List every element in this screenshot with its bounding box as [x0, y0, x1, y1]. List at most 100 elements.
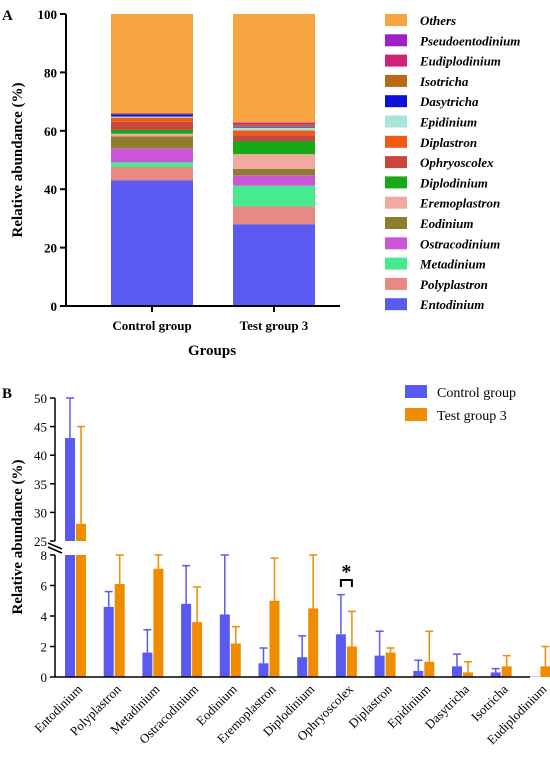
- bar-control-group-diplastron: [374, 655, 385, 677]
- bar-control-group-metadinium: [142, 652, 153, 677]
- bar-test-group-3-diplodinium: [308, 608, 319, 677]
- legend-label-ostracodinium: Ostracodinium: [420, 236, 500, 251]
- legend-swatch-diplastron: [385, 135, 407, 148]
- legend-label-pseudoentodinium: Pseudoentodinium: [420, 33, 520, 48]
- bar-test-group-3-eodinium: [230, 643, 241, 677]
- legend-label-polyplastron: Polyplastron: [420, 277, 488, 292]
- bar-upper-control-group-entodinium: [65, 438, 75, 541]
- legend-swatch-epidinium: [385, 115, 407, 128]
- legend-swatch-eodinium: [385, 217, 407, 229]
- legend-swatch-ophryoscolex: [385, 156, 407, 169]
- legend-swatch-metadinium: [385, 257, 407, 270]
- bar-test-group-3-eremoplastron: [269, 600, 280, 677]
- bar-lower-test-group-3-entodinium: [76, 555, 86, 677]
- bar-test-group-3-eudiplodinium: [540, 666, 550, 677]
- bar-segment-test-group-3-polyplastron: [233, 206, 315, 225]
- panel-a-label: A: [2, 8, 13, 24]
- legend-swatch-polyplastron: [385, 277, 407, 290]
- bar-segment-test-group-3-ostracodinium: [233, 175, 315, 186]
- bar-control-group-eodinium: [219, 614, 230, 677]
- bar-segment-control-group-eremoplastron: [111, 133, 193, 137]
- bar-control-group-ostracodinium: [181, 603, 192, 677]
- legend-swatch-diplodinium: [385, 176, 407, 189]
- legend-swatch-dasytricha: [385, 95, 407, 108]
- legend-label-test-group-3: Test group 3: [437, 409, 507, 424]
- legend-swatch-isotricha: [385, 74, 407, 87]
- bar-control-group-polyplastron: [103, 606, 114, 677]
- bar-segment-test-group-3-eodinium: [233, 168, 315, 176]
- bar-control-group-isotricha: [490, 672, 501, 677]
- y-tick-label-40: 40: [34, 448, 47, 463]
- bar-control-group-epidinium: [413, 670, 424, 677]
- y-tick-label-2: 2: [41, 640, 48, 655]
- panel-b-bars: [65, 397, 550, 677]
- legend-label-others: Others: [420, 13, 456, 28]
- y-tick-label-25: 25: [34, 534, 47, 549]
- y-tick-label-60: 60: [44, 124, 57, 139]
- bar-control-group-eremoplastron: [258, 663, 269, 677]
- bar-segment-control-group-diplodinium: [111, 129, 193, 134]
- legend-label-ophryoscolex: Ophryoscolex: [420, 155, 494, 170]
- bar-test-group-3-isotricha: [501, 666, 512, 677]
- bar-segment-control-group-dasytricha: [111, 114, 193, 117]
- bar-segment-test-group-3-epidinium: [233, 127, 315, 131]
- panel-a-x-axis-label: Groups: [188, 343, 236, 359]
- bar-test-group-3-dasytricha: [463, 672, 473, 677]
- bar-test-group-3-ophryoscolex: [346, 646, 357, 677]
- y-tick-label-6: 6: [41, 579, 48, 594]
- legend-swatch-eudiplodinium: [385, 54, 407, 67]
- bar-segment-control-group-others: [111, 14, 193, 113]
- y-tick-label-100: 100: [38, 7, 58, 22]
- axis-break-mark-lower: [47, 546, 63, 554]
- significance-bracket-ophryoscolex: [339, 579, 353, 587]
- y-tick-label-0: 0: [41, 670, 48, 685]
- bar-segment-test-group-3-metadinium: [233, 185, 315, 207]
- legend-label-control-group: Control group: [437, 386, 516, 401]
- legend-label-dasytricha: Dasytricha: [419, 94, 479, 109]
- bar-segment-control-group-epidinium: [111, 116, 193, 118]
- panel-b-annotations: *: [339, 561, 353, 587]
- panel-a-legend: Others Pseudoentodinium Eudiplodinium Isotr…: [385, 13, 520, 312]
- panel-a: A Control group Test group 3020406080100 …: [2, 7, 520, 359]
- bar-control-group-diplodinium: [297, 657, 308, 677]
- bar-segment-test-group-3-diplastron: [233, 130, 315, 136]
- legend-label-eodinium: Eodinium: [419, 216, 473, 231]
- bar-segment-control-group-entodinium: [111, 180, 193, 306]
- y-tick-label-8: 8: [41, 548, 48, 563]
- y-tick-label-50: 50: [34, 391, 47, 406]
- y-tick-label-45: 45: [34, 420, 47, 435]
- y-tick-label-30: 30: [34, 505, 47, 520]
- bar-segment-test-group-3-diplodinium: [233, 141, 315, 155]
- bar-segment-control-group-metadinium: [111, 162, 193, 168]
- legend-label-epidinium: Epidinium: [419, 115, 477, 130]
- bar-segment-test-group-3-entodinium: [233, 224, 315, 306]
- bar-segment-test-group-3-eudiplodinium: [233, 122, 315, 125]
- bar-segment-test-group-3-ophryoscolex: [233, 135, 315, 142]
- legend-swatch-entodinium: [385, 298, 407, 311]
- bar-test-group-3-diplastron: [385, 652, 396, 677]
- legend-label-entodinium: Entodinium: [419, 297, 484, 312]
- bar-test-group-3-metadinium: [153, 568, 164, 677]
- legend-label-diplodinium: Diplodinium: [419, 175, 488, 190]
- panel-b-y-axis-label: Relative abundance (%): [10, 460, 26, 615]
- legend-swatch-ostracodinium: [385, 237, 407, 250]
- bar-segment-test-group-3-isotricha: [233, 124, 315, 127]
- legend-label-eremoplastron: Eremoplastron: [419, 196, 500, 211]
- panel-a-bars: [111, 14, 315, 306]
- legend-swatch-pseudoentodinium: [385, 34, 407, 47]
- bar-control-group-dasytricha: [452, 666, 462, 677]
- legend-label-eudiplodinium: Eudiplodinium: [419, 54, 501, 69]
- bar-segment-control-group-diplastron: [111, 117, 193, 122]
- legend-label-diplastron: Diplastron: [419, 135, 477, 150]
- y-tick-label-4: 4: [41, 609, 48, 624]
- bar-segment-control-group-isotricha: [111, 113, 193, 115]
- x-tick-label-test-group-3: Test group 3: [240, 318, 309, 333]
- bar-segment-control-group-eodinium: [111, 136, 193, 149]
- legend-swatch-eremoplastron: [385, 196, 407, 209]
- bar-lower-control-group-entodinium: [65, 555, 75, 677]
- panel-b-label: B: [2, 386, 12, 402]
- y-tick-label-20: 20: [44, 241, 57, 256]
- panel-b: B EntodiniumPolyplastronMetadiniumOstrac…: [2, 385, 550, 747]
- legend-label-metadinium: Metadinium: [419, 257, 486, 272]
- bar-segment-test-group-3-eremoplastron: [233, 154, 315, 169]
